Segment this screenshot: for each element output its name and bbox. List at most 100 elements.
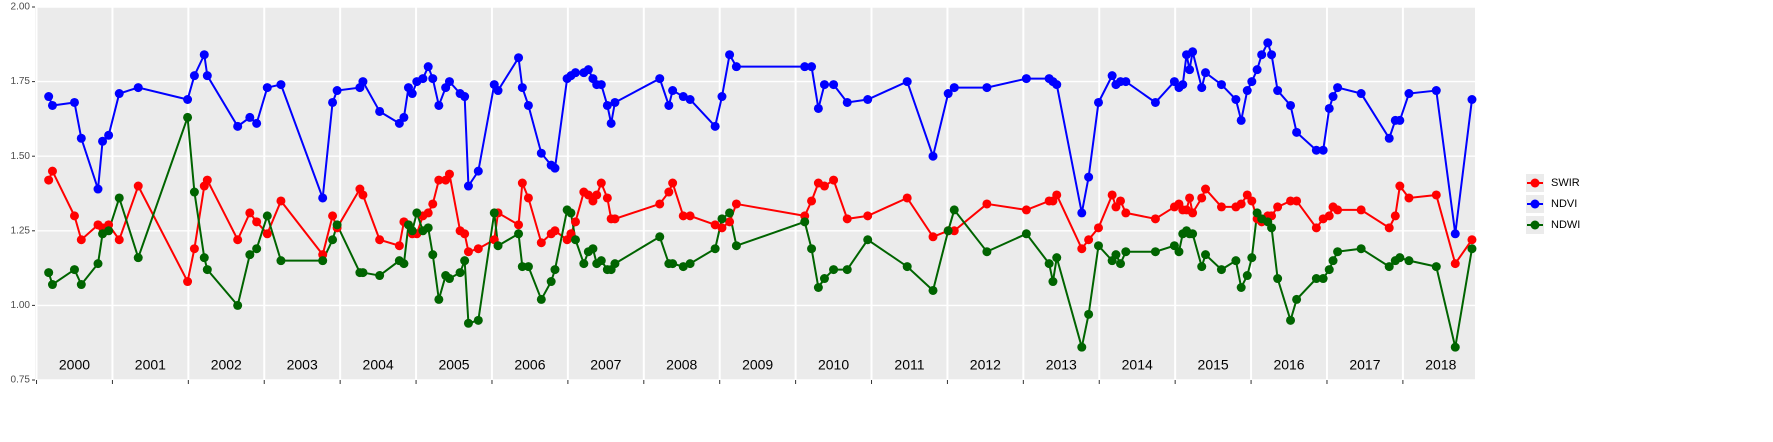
point xyxy=(233,235,243,245)
point xyxy=(328,235,338,245)
point xyxy=(514,220,524,230)
point xyxy=(1384,223,1394,233)
point xyxy=(902,193,912,203)
point xyxy=(602,100,612,110)
point xyxy=(1333,205,1343,215)
point xyxy=(710,121,720,131)
point xyxy=(262,83,272,93)
point xyxy=(399,259,409,269)
y-tick-label: 1.50 xyxy=(11,151,31,162)
point xyxy=(1185,193,1195,203)
point xyxy=(863,235,873,245)
point xyxy=(1121,208,1131,218)
point xyxy=(813,103,823,113)
point xyxy=(1231,256,1241,266)
point xyxy=(1467,95,1477,105)
point xyxy=(1077,244,1087,254)
point xyxy=(1236,115,1246,125)
point xyxy=(375,271,385,281)
point xyxy=(1150,214,1160,224)
point xyxy=(233,300,243,310)
y-tick-label: 1.25 xyxy=(11,225,31,236)
point xyxy=(1052,190,1062,200)
point xyxy=(829,175,839,185)
point xyxy=(252,244,262,254)
point xyxy=(276,256,286,266)
point xyxy=(1150,247,1160,257)
point xyxy=(460,256,470,266)
point xyxy=(455,268,465,278)
year-label: 2002 xyxy=(211,357,242,373)
point xyxy=(685,95,695,105)
point xyxy=(949,205,959,215)
year-label: 2010 xyxy=(818,357,849,373)
point xyxy=(133,253,143,263)
point xyxy=(1093,223,1103,233)
point xyxy=(1395,253,1405,263)
point xyxy=(394,241,404,251)
point xyxy=(473,315,483,325)
point xyxy=(189,187,199,197)
point xyxy=(1216,80,1226,90)
point xyxy=(1395,115,1405,125)
point xyxy=(262,211,272,221)
point xyxy=(517,178,527,188)
point xyxy=(1333,247,1343,257)
point xyxy=(1093,241,1103,251)
legend-point xyxy=(1530,220,1540,230)
point xyxy=(407,89,417,99)
point xyxy=(664,187,674,197)
legend-label: SWIR xyxy=(1551,177,1580,189)
point xyxy=(69,211,79,221)
point xyxy=(358,190,368,200)
point xyxy=(1273,202,1283,212)
point xyxy=(570,235,580,245)
point xyxy=(668,178,678,188)
point xyxy=(1197,262,1207,272)
point xyxy=(829,265,839,275)
point xyxy=(928,285,938,295)
point xyxy=(460,92,470,102)
point xyxy=(460,229,470,239)
point xyxy=(1450,229,1460,239)
point xyxy=(399,112,409,122)
point xyxy=(1404,256,1414,266)
year-label: 2008 xyxy=(666,357,697,373)
point xyxy=(514,53,524,63)
point xyxy=(1404,89,1414,99)
point xyxy=(412,208,422,218)
point xyxy=(245,208,255,218)
point xyxy=(517,83,527,93)
point xyxy=(588,244,598,254)
point xyxy=(1048,277,1058,287)
point xyxy=(863,211,873,221)
point xyxy=(1328,256,1338,266)
point xyxy=(262,229,272,239)
point xyxy=(1111,250,1121,260)
point xyxy=(318,193,328,203)
point xyxy=(463,181,473,191)
point xyxy=(1390,211,1400,221)
point xyxy=(1431,262,1441,272)
point xyxy=(493,241,503,251)
point xyxy=(473,244,483,254)
point xyxy=(800,62,810,72)
y-tick-label: 1.00 xyxy=(11,300,31,311)
point xyxy=(1084,172,1094,182)
point xyxy=(332,86,342,96)
point xyxy=(473,166,483,176)
point xyxy=(423,62,433,72)
point xyxy=(1197,193,1207,203)
point xyxy=(202,265,212,275)
year-label: 2004 xyxy=(363,357,394,373)
point xyxy=(114,235,124,245)
point xyxy=(807,244,817,254)
point xyxy=(1242,86,1252,96)
point xyxy=(678,211,688,221)
point xyxy=(133,83,143,93)
point xyxy=(189,71,199,81)
year-label: 2017 xyxy=(1349,357,1380,373)
point xyxy=(1021,229,1031,239)
year-label: 2003 xyxy=(287,357,318,373)
point xyxy=(668,259,678,269)
